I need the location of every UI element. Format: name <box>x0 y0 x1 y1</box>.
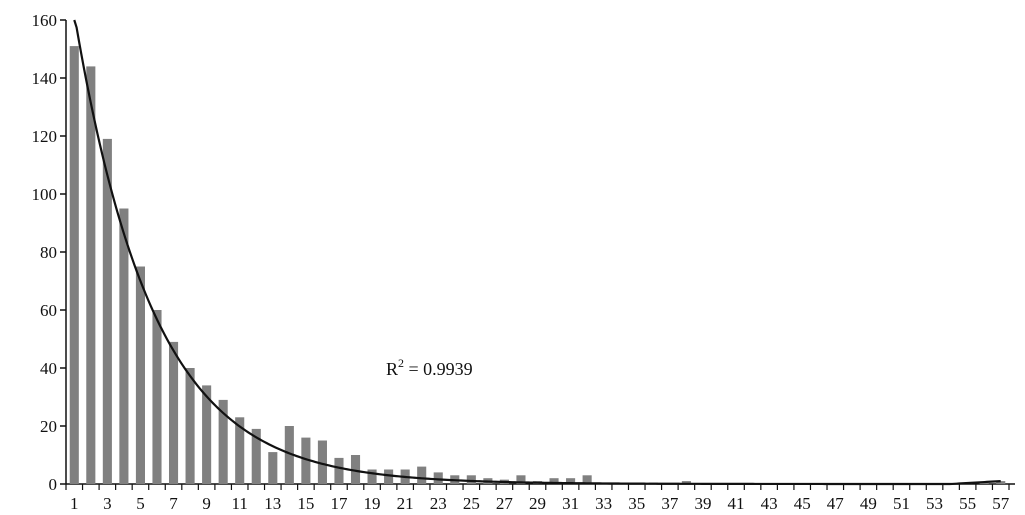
x-tick-label: 19 <box>364 494 381 513</box>
bar <box>152 310 162 484</box>
y-tick-label: 0 <box>49 475 58 494</box>
x-tick-label: 17 <box>330 494 348 513</box>
y-tick-label: 20 <box>40 417 57 436</box>
bar <box>367 469 377 484</box>
x-tick-label: 47 <box>827 494 845 513</box>
trendline <box>73 19 1001 486</box>
x-tick-label: 21 <box>397 494 414 513</box>
x-tick-label: 15 <box>297 494 314 513</box>
bar <box>284 426 294 484</box>
bar <box>317 440 327 484</box>
y-tick-label: 80 <box>40 243 57 262</box>
x-tick-label: 57 <box>992 494 1010 513</box>
x-tick-label: 3 <box>103 494 112 513</box>
x-tick-label: 55 <box>959 494 976 513</box>
x-tick-label: 25 <box>463 494 480 513</box>
bar-series <box>69 46 1006 485</box>
x-tick-label: 29 <box>529 494 546 513</box>
bar <box>135 266 145 484</box>
bar <box>516 475 526 484</box>
bar <box>301 437 311 484</box>
bar <box>681 481 691 484</box>
x-tick-label: 33 <box>595 494 612 513</box>
y-tick-label: 120 <box>32 127 58 146</box>
x-tick-label: 27 <box>496 494 514 513</box>
x-axis: 1 3 5 7 9 11 13 15 17 19 21 23 25 27 29 31 33 35 37 39 41 43 4… <box>65 483 1015 513</box>
x-tick-label: 9 <box>202 494 211 513</box>
x-tick-label: 35 <box>628 494 645 513</box>
bar <box>417 466 427 484</box>
bar <box>466 475 476 484</box>
x-tick-label: 23 <box>430 494 447 513</box>
y-tick-label: 60 <box>40 301 57 320</box>
bar <box>251 428 261 484</box>
x-tick-label: 37 <box>661 494 679 513</box>
bar <box>202 385 212 484</box>
bar <box>268 452 278 484</box>
bar <box>86 66 96 485</box>
bar <box>350 455 361 484</box>
r-squared-annotation: R2 = 0.9939 <box>386 356 473 379</box>
bar <box>996 481 1006 484</box>
bar <box>566 478 576 484</box>
x-tick-label: 39 <box>694 494 711 513</box>
bar <box>979 483 989 484</box>
bar <box>168 341 179 484</box>
bar <box>582 475 592 484</box>
x-tick-label: 1 <box>70 494 79 513</box>
x-tick-label: 43 <box>761 494 778 513</box>
x-tick-label: 53 <box>926 494 943 513</box>
bar <box>119 208 129 484</box>
x-tick-label: 45 <box>794 494 811 513</box>
bar <box>185 368 195 484</box>
x-tick-label: 49 <box>860 494 877 513</box>
y-axis: 0 20 40 60 80 100 120 140 160 <box>32 11 67 494</box>
x-tick-label: 31 <box>562 494 579 513</box>
bar <box>549 478 559 484</box>
bar <box>235 417 245 484</box>
bar <box>102 138 112 484</box>
y-tick-label: 100 <box>32 185 58 204</box>
x-tick-label: 5 <box>136 494 145 513</box>
bar <box>334 457 344 484</box>
x-tick-label: 41 <box>728 494 745 513</box>
bar <box>433 472 443 484</box>
y-tick-label: 40 <box>40 359 57 378</box>
y-tick-label: 140 <box>32 69 58 88</box>
x-tick-label: 11 <box>232 494 248 513</box>
x-tick-label: 51 <box>893 494 910 513</box>
x-tick-label: 7 <box>169 494 178 513</box>
bar <box>384 469 394 484</box>
x-tick-label: 13 <box>264 494 281 513</box>
bar <box>218 399 228 484</box>
y-tick-label: 160 <box>32 11 58 30</box>
bar <box>69 46 79 484</box>
